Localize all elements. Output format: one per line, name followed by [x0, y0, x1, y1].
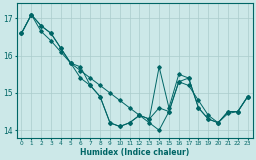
- X-axis label: Humidex (Indice chaleur): Humidex (Indice chaleur): [80, 148, 189, 156]
